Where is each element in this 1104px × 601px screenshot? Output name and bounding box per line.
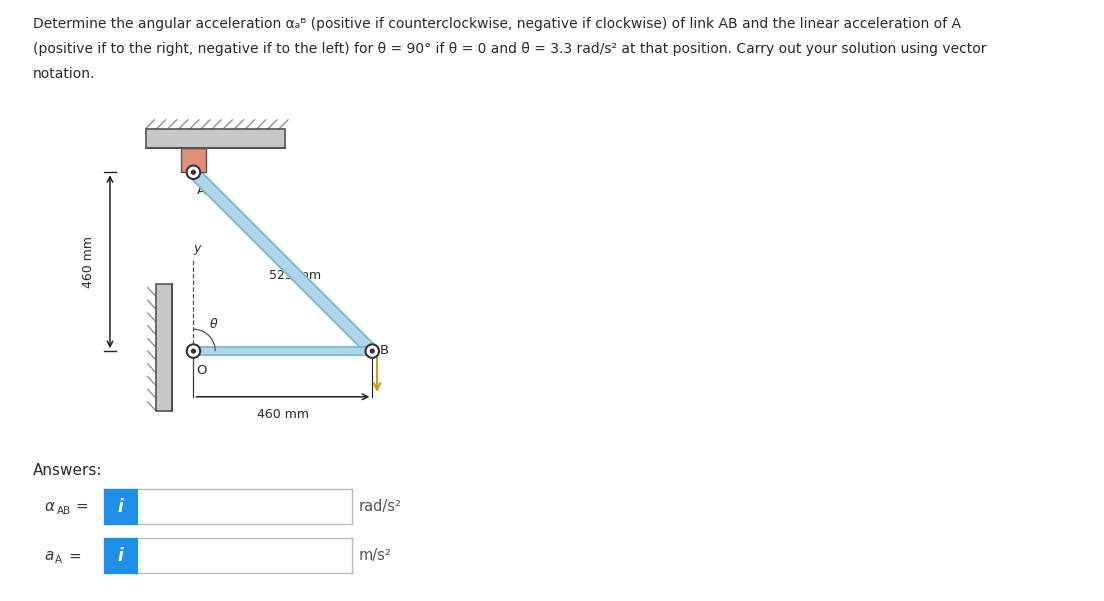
Circle shape [365,344,379,358]
Text: Determine the angular acceleration αₐᴮ (positive if counterclockwise, negative i: Determine the angular acceleration αₐᴮ (… [33,17,962,31]
Text: =: = [68,549,82,563]
Bar [146,129,285,148]
Text: 525 mm: 525 mm [269,269,321,281]
Text: θ: θ [210,318,217,331]
Text: notation.: notation. [33,67,95,81]
Text: A: A [197,184,205,197]
Text: A: A [55,555,62,565]
Text: rad/s²: rad/s² [359,499,402,514]
Text: 460 mm: 460 mm [257,408,309,421]
Text: O: O [197,364,208,377]
Text: AB: AB [57,506,72,516]
Bar [156,284,171,410]
Text: =: = [75,499,88,514]
Text: y: y [193,242,200,255]
Text: i: i [117,547,124,565]
Bar [181,148,206,172]
Polygon shape [189,168,376,355]
Text: m/s²: m/s² [359,549,392,563]
Text: B: B [380,344,390,357]
Circle shape [191,170,195,174]
Text: a: a [44,549,53,563]
Circle shape [191,349,195,353]
Text: Answers:: Answers: [33,463,103,478]
Polygon shape [193,347,372,355]
Circle shape [187,165,200,179]
Text: x: x [309,344,317,358]
Circle shape [187,344,200,358]
Text: 460 mm: 460 mm [82,236,95,288]
Text: α: α [44,499,54,514]
Text: (positive if to the right, negative if to the left) for θ = 90° if θ̇ = 0 and θ̈: (positive if to the right, negative if t… [33,42,987,56]
Text: i: i [117,498,124,516]
Circle shape [370,349,374,353]
